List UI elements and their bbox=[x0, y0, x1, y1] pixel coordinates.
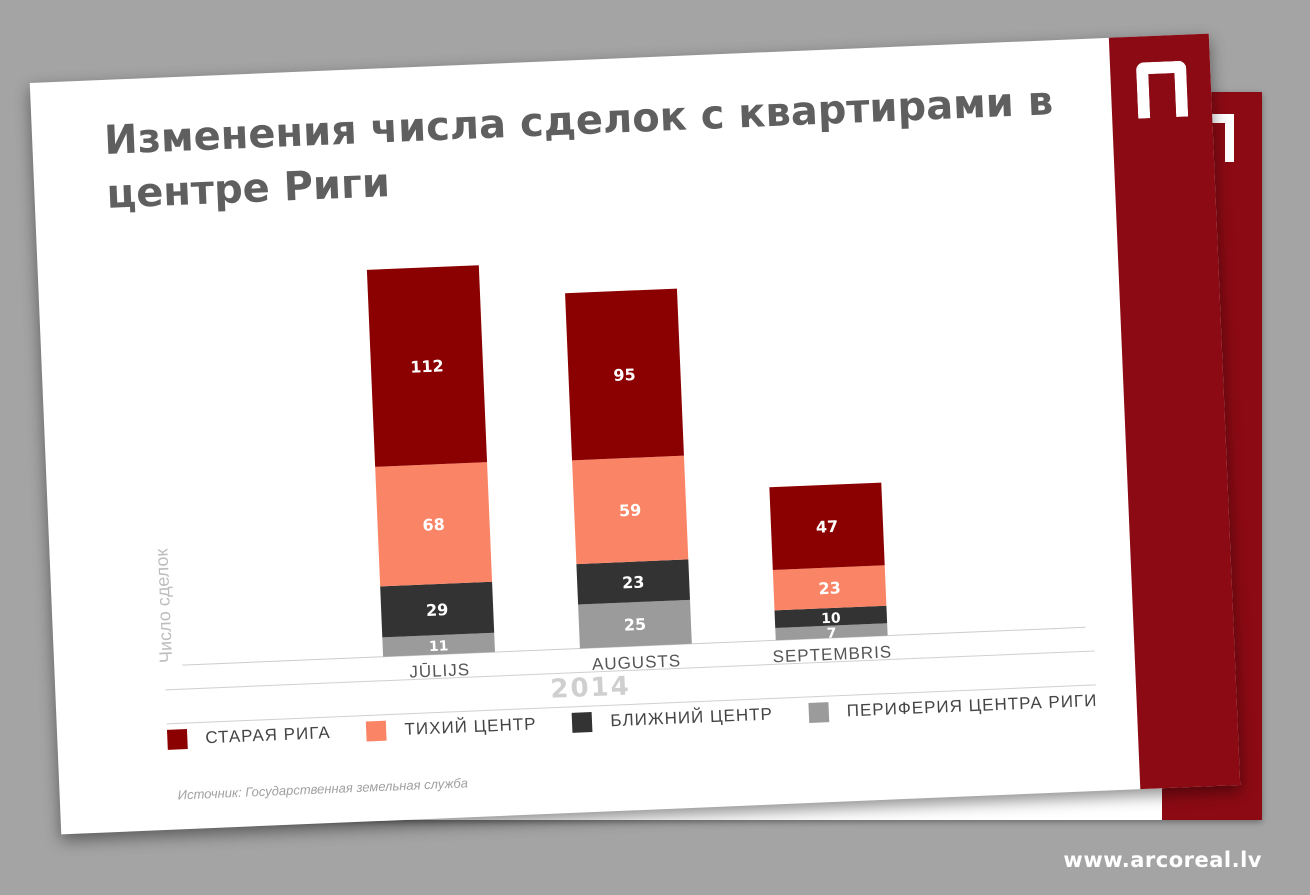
bar-segment-quiet-center-2 bbox=[572, 455, 689, 565]
x-tick-label-3: SEPTEMBRIS bbox=[772, 642, 892, 666]
legend-swatch-near-center bbox=[572, 712, 593, 733]
bar-segment-periphery-2 bbox=[578, 599, 692, 649]
bar-segment-quiet-center-1 bbox=[375, 462, 493, 587]
data-label-periphery-1: 11 bbox=[429, 638, 449, 655]
data-label-near-center-2: 23 bbox=[622, 573, 645, 593]
data-label-old-riga-2: 95 bbox=[613, 365, 636, 385]
data-label-old-riga-1: 112 bbox=[410, 356, 444, 376]
legend-swatch-periphery bbox=[808, 702, 830, 723]
bar-segment-near-center-2 bbox=[576, 559, 690, 605]
bar-segment-old-riga-2 bbox=[565, 288, 684, 461]
x-tick-label-2: AUGUSTS bbox=[592, 651, 682, 674]
x-tick-label-1: JŪLIJS bbox=[409, 660, 471, 682]
data-label-quiet-center-2: 59 bbox=[619, 500, 642, 520]
legend-label-near-center: БЛИЖНИЙ ЦЕНТР bbox=[610, 704, 774, 731]
data-label-old-riga-3: 47 bbox=[816, 517, 839, 537]
bar-segment-old-riga-3 bbox=[769, 482, 885, 570]
y-axis-label: Число сделок bbox=[151, 548, 176, 663]
data-label-quiet-center-1: 68 bbox=[422, 515, 445, 535]
year-divider-top bbox=[165, 650, 1095, 691]
website-url: www.arcoreal.lv bbox=[1063, 848, 1262, 872]
bar-segment-near-center-3 bbox=[774, 605, 888, 628]
bar-segment-quiet-center-3 bbox=[772, 565, 887, 611]
data-label-periphery-3: 7 bbox=[826, 626, 836, 642]
bar-segment-periphery-3 bbox=[775, 623, 888, 641]
data-label-near-center-1: 29 bbox=[426, 600, 449, 620]
chart-card: Изменения числа сделок с квартирами в це… bbox=[29, 33, 1241, 835]
bar-segment-near-center-1 bbox=[380, 581, 495, 638]
legend-item-old-riga: СТАРАЯ РИГА bbox=[166, 723, 332, 750]
legend-label-old-riga: СТАРАЯ РИГА bbox=[204, 723, 332, 748]
year-divider-bottom bbox=[166, 684, 1096, 725]
arcoreal-logo-icon bbox=[1135, 60, 1189, 119]
bars-group: 11 29 68 112 25 23 59 95 710 23 47 bbox=[366, 265, 888, 657]
data-label-quiet-center-3: 23 bbox=[818, 578, 841, 598]
legend-label-quiet-center: ТИХИЙ ЦЕНТР bbox=[404, 714, 537, 739]
bar-segment-periphery-1 bbox=[382, 632, 496, 657]
stacked-bar-chart: 11 29 68 112 25 23 59 95 710 23 47 JŪLIJS AUGUSTS SE… bbox=[151, 265, 1096, 725]
data-label-periphery-2: 25 bbox=[623, 615, 646, 635]
legend-item-quiet-center: ТИХИЙ ЦЕНТР bbox=[366, 714, 537, 742]
source-note: Источник: Государственная земельная служ… bbox=[177, 775, 469, 803]
x-axis-year-label: 2014 bbox=[550, 671, 632, 704]
legend-swatch-quiet-center bbox=[366, 720, 388, 742]
bar-segment-old-riga-1 bbox=[366, 265, 488, 467]
data-label-near-center-3: 10 bbox=[821, 610, 841, 627]
legend-swatch-old-riga bbox=[166, 729, 188, 750]
